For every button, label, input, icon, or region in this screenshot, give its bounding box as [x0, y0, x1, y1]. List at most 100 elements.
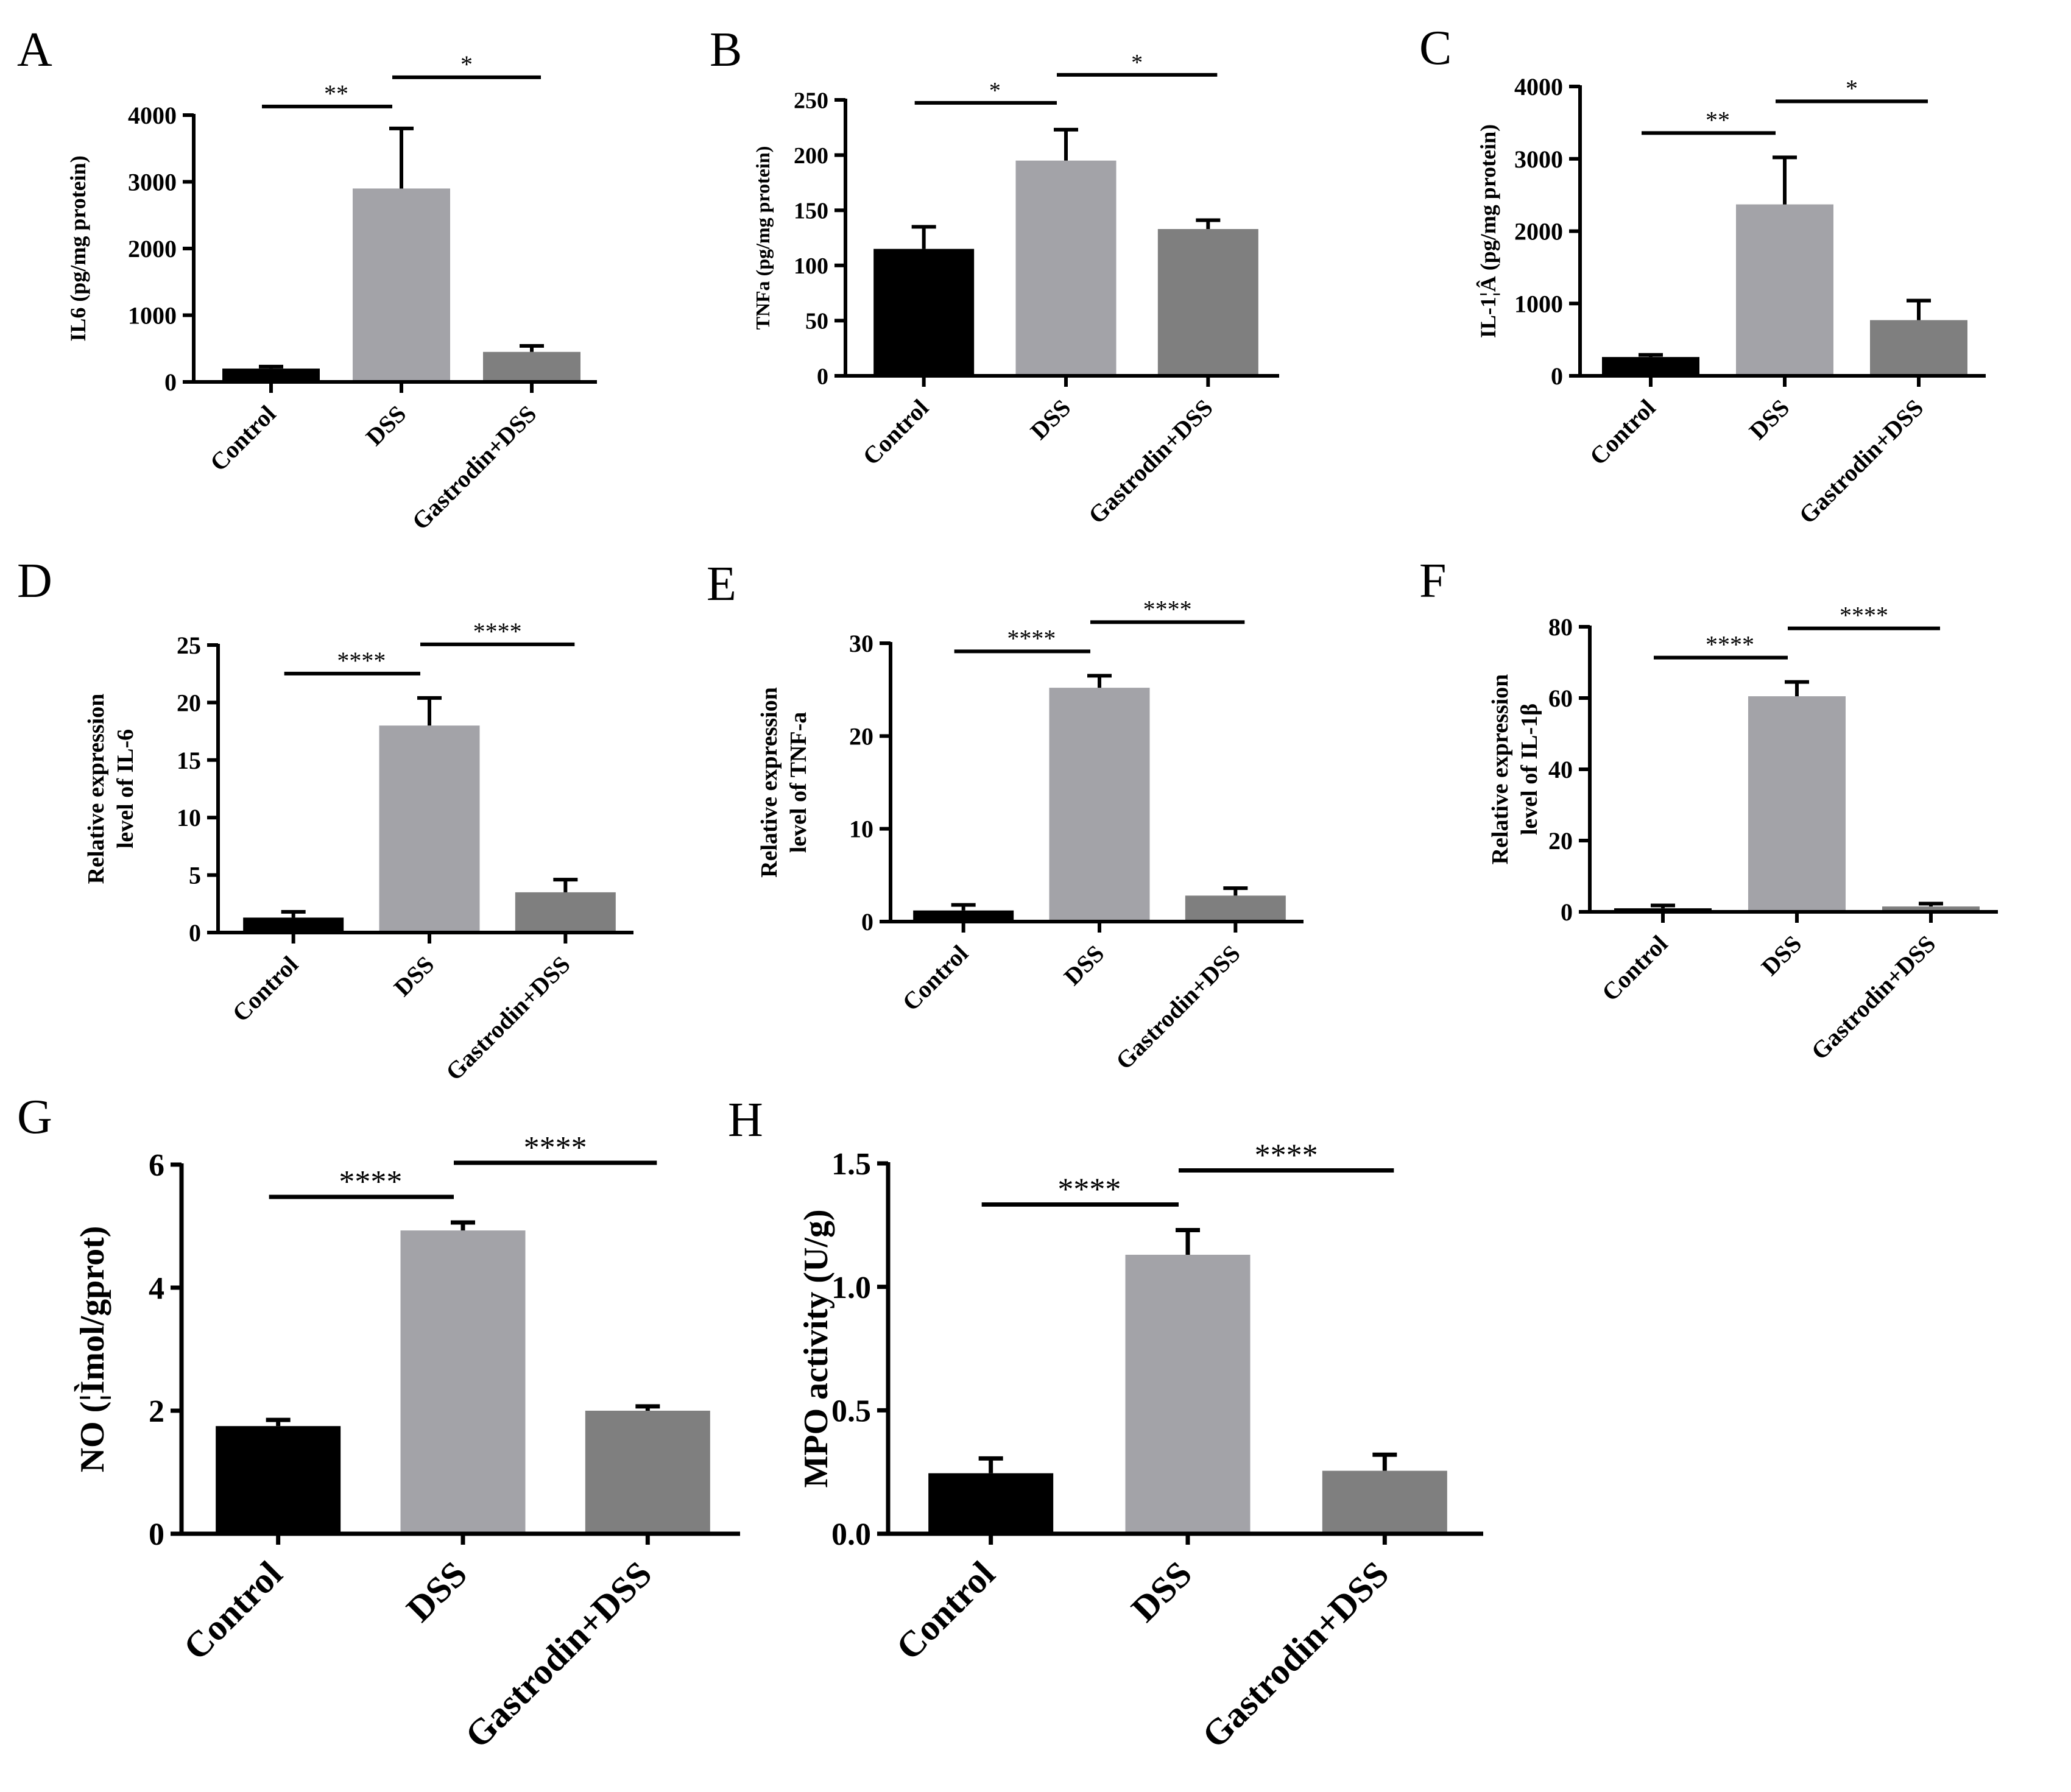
significance-label: ****: [1255, 1138, 1318, 1173]
panel-label: A: [17, 23, 52, 77]
y-tick-label: 5: [189, 862, 201, 889]
bar: [1157, 229, 1258, 376]
panel-label: B: [710, 23, 742, 77]
category-label: Gastrodin+DSS: [457, 1554, 660, 1756]
bar: [216, 1426, 341, 1534]
category-label: Control: [1584, 394, 1661, 471]
y-tick-label: 10: [177, 804, 201, 831]
y-tick-label: 2000: [1514, 218, 1563, 245]
y-tick-label: 0: [1551, 362, 1563, 390]
category-label: Control: [1596, 930, 1673, 1007]
y-tick-label: 1.5: [831, 1147, 871, 1182]
y-axis-label: NO (¦Ìmol/gprot): [74, 1226, 111, 1473]
category-label: Control: [176, 1554, 290, 1668]
y-tick-label: 25: [177, 632, 201, 659]
significance-label: *: [460, 51, 473, 78]
significance-label: ****: [473, 618, 522, 645]
y-axis-label: Relative expression: [757, 687, 782, 878]
significance-label: *: [989, 78, 1001, 104]
category-label: Gastrodin+DSS: [1793, 394, 1928, 529]
category-label: Control: [227, 951, 303, 1028]
panel-label: H: [728, 1093, 763, 1147]
y-tick-label: 2000: [128, 235, 177, 263]
y-axis-label: level of IL-6: [113, 729, 138, 848]
category-label: Gastrodin+DSS: [1194, 1554, 1397, 1756]
category-label: DSS: [1025, 394, 1076, 445]
bar: [873, 249, 975, 376]
y-tick-label: 0.5: [831, 1394, 871, 1429]
significance-label: ****: [1057, 1172, 1121, 1207]
y-tick-label: 0: [164, 369, 177, 396]
y-tick-label: 1.0: [831, 1271, 871, 1305]
significance-label: *: [1131, 50, 1143, 76]
y-axis-label: IL-1¦Â (pg/mg protein): [1476, 124, 1500, 338]
y-tick-label: 200: [794, 143, 828, 169]
bar: [379, 725, 480, 933]
y-tick-label: 40: [1548, 756, 1573, 783]
category-label: Gastrodin+DSS: [406, 400, 542, 535]
significance-label: *: [1846, 74, 1858, 102]
y-tick-label: 0.0: [831, 1517, 871, 1552]
y-tick-label: 3000: [128, 169, 177, 196]
category-label: DSS: [1756, 930, 1807, 981]
y-tick-label: 4: [149, 1271, 164, 1306]
y-tick-label: 6: [149, 1148, 164, 1183]
y-tick-label: 150: [794, 199, 828, 224]
y-axis-label: IL6 (pg/mg protein): [66, 155, 90, 341]
y-tick-label: 100: [794, 253, 828, 279]
y-axis-label: Relative expression: [83, 694, 109, 884]
panel-c: C 0 1000 2000 3000 4000 Control DSSGastrodin+DS…: [1419, 21, 1986, 529]
bar: [1602, 357, 1699, 376]
y-tick-label: 20: [1548, 827, 1573, 855]
bar: [483, 351, 580, 382]
panel-e: E 0 10 20 30 Control DSS Gastrodin+DSS Relative …: [707, 557, 1304, 1074]
y-tick-label: 0: [817, 364, 828, 389]
panel-a: A 0 1000 2000 3000 4000 Control DSSGastrodin+DS…: [17, 23, 597, 535]
y-axis-label: level of TNF-a: [786, 712, 811, 853]
panel-label: G: [17, 1090, 52, 1144]
category-label: Gastrodin+DSS: [440, 951, 576, 1086]
bar: [1870, 320, 1967, 376]
y-tick-label: 4000: [128, 102, 177, 129]
bar: [243, 917, 344, 933]
bar: [1736, 204, 1833, 376]
category-label: DSS: [1059, 940, 1110, 991]
significance-label: ****: [337, 647, 386, 674]
category-label: Control: [889, 1554, 1003, 1668]
y-tick-label: 2: [149, 1394, 164, 1429]
bar: [1322, 1470, 1447, 1534]
y-tick-label: 250: [794, 88, 828, 113]
bar: [400, 1230, 526, 1534]
panel-b: B 0 50 100 150 200 250 Control DSS Gastrodin+DSS T…: [710, 23, 1279, 529]
y-axis-label: Relative expression: [1487, 674, 1513, 865]
bar: [222, 369, 320, 382]
panel-label: F: [1419, 554, 1447, 608]
significance-label: ****: [1143, 595, 1192, 623]
bar: [928, 1473, 1054, 1534]
bar: [1125, 1254, 1251, 1534]
bar: [1882, 906, 1980, 912]
category-label: DSS: [389, 951, 440, 1002]
panel-label: D: [17, 554, 52, 608]
y-axis-label: TNFa (pg/mg protein): [752, 146, 774, 330]
y-tick-label: 0: [1561, 898, 1573, 926]
category-label: DSS: [361, 400, 412, 451]
y-tick-label: 20: [849, 722, 873, 750]
y-tick-label: 80: [1548, 613, 1573, 641]
panel-label: C: [1419, 21, 1452, 75]
category-label: Gastrodin+DSS: [1805, 930, 1941, 1065]
y-tick-label: 0: [149, 1517, 164, 1552]
y-tick-label: 1000: [1514, 290, 1563, 317]
y-tick-label: 1000: [128, 302, 177, 330]
significance-label: ****: [1706, 631, 1754, 658]
significance-label: ****: [1840, 602, 1888, 629]
category-label: DSS: [1124, 1554, 1200, 1630]
panel-d: D 0 5 10 15 20 25 Control DSS Gastrodin+DSS Relati…: [17, 554, 633, 1085]
panel-label: E: [707, 557, 736, 611]
y-tick-label: 60: [1548, 685, 1573, 712]
y-tick-label: 30: [849, 630, 873, 657]
y-tick-label: 0: [189, 919, 201, 947]
